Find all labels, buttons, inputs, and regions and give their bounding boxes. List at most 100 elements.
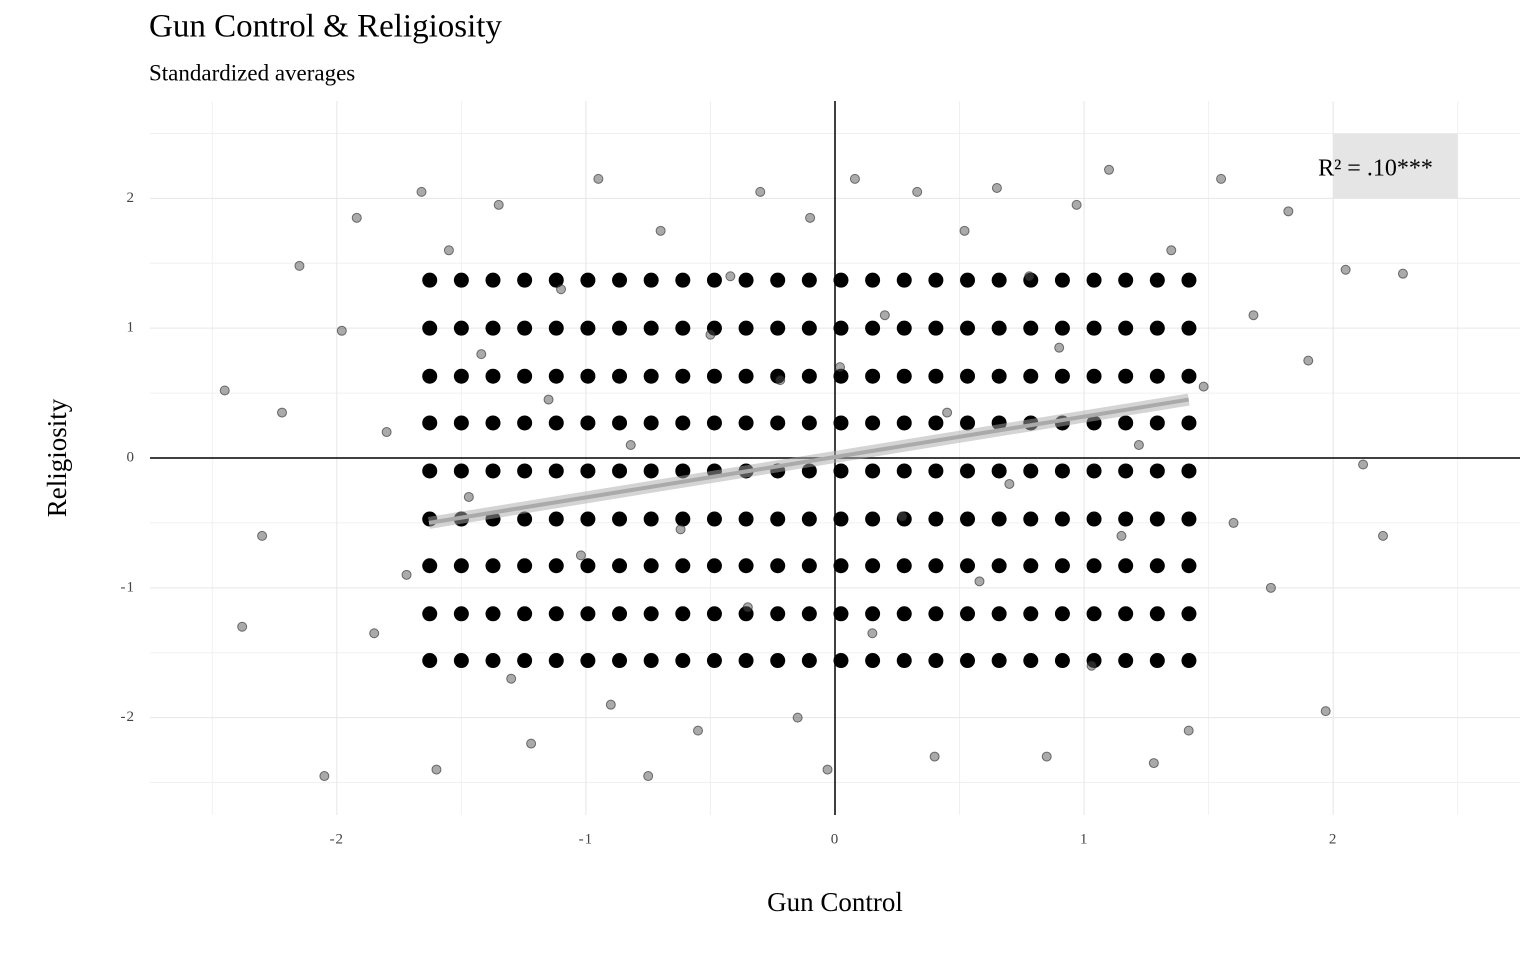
point	[580, 415, 596, 431]
point	[580, 272, 596, 288]
x-axis-label: Gun Control	[767, 887, 903, 917]
point	[453, 606, 469, 622]
point	[612, 606, 628, 622]
point	[580, 368, 596, 384]
point	[770, 653, 786, 669]
point	[1397, 268, 1408, 279]
x-tick-label: 2	[1329, 831, 1338, 847]
x-tick-label: -2	[330, 831, 345, 847]
point	[928, 653, 944, 669]
point	[1118, 606, 1134, 622]
point	[431, 764, 442, 775]
point	[1358, 459, 1369, 470]
point	[1023, 368, 1039, 384]
point	[725, 271, 736, 282]
point	[422, 272, 438, 288]
point	[493, 199, 504, 210]
point	[865, 606, 881, 622]
point	[1086, 463, 1102, 479]
point	[1054, 558, 1070, 574]
point	[485, 653, 501, 669]
point	[738, 272, 754, 288]
point	[548, 606, 564, 622]
point	[1023, 653, 1039, 669]
y-tick-label: -1	[121, 579, 136, 595]
point	[865, 653, 881, 669]
point	[801, 320, 817, 336]
point	[770, 606, 786, 622]
point	[401, 569, 412, 580]
trend-line	[428, 397, 1190, 525]
point	[792, 712, 803, 723]
point	[675, 653, 691, 669]
point	[770, 511, 786, 527]
point	[928, 606, 944, 622]
point	[1086, 660, 1097, 671]
point	[1116, 530, 1127, 541]
point	[1149, 368, 1165, 384]
point	[422, 368, 438, 384]
chart-subtitle: Standardized averages	[149, 60, 355, 85]
point	[865, 320, 881, 336]
point	[693, 725, 703, 736]
point	[655, 225, 666, 236]
point	[801, 368, 817, 384]
point	[1181, 272, 1197, 288]
point	[612, 653, 628, 669]
point	[1054, 653, 1070, 669]
point	[517, 558, 533, 574]
point	[612, 415, 628, 431]
point	[801, 653, 817, 669]
point	[865, 368, 881, 384]
point	[675, 511, 691, 527]
point	[643, 511, 659, 527]
point	[476, 349, 487, 360]
point	[643, 320, 659, 336]
point	[1118, 653, 1134, 669]
x-tick-label: 1	[1080, 831, 1089, 847]
point	[1149, 415, 1165, 431]
point	[1265, 582, 1276, 593]
point	[706, 272, 722, 288]
point	[896, 606, 912, 622]
point	[991, 463, 1007, 479]
point	[580, 606, 596, 622]
point	[1181, 558, 1197, 574]
point	[675, 558, 691, 574]
point	[453, 320, 469, 336]
point	[1149, 606, 1165, 622]
point	[453, 272, 469, 288]
point	[580, 653, 596, 669]
point	[929, 751, 940, 762]
point	[294, 260, 305, 271]
point	[865, 558, 881, 574]
point	[770, 558, 786, 574]
point	[960, 415, 976, 431]
point	[991, 182, 1002, 193]
point	[770, 415, 786, 431]
point	[543, 394, 554, 405]
point	[706, 415, 722, 431]
point	[643, 272, 659, 288]
point	[1183, 725, 1194, 736]
point	[1181, 653, 1197, 669]
point	[1054, 511, 1070, 527]
point	[453, 368, 469, 384]
y-tick-label: 2	[127, 190, 136, 206]
point	[1086, 272, 1102, 288]
point	[612, 272, 628, 288]
point	[912, 186, 923, 197]
point	[453, 463, 469, 479]
point	[738, 368, 754, 384]
point	[865, 272, 881, 288]
point	[896, 558, 912, 574]
point	[960, 653, 976, 669]
point	[960, 320, 976, 336]
point	[738, 511, 754, 527]
point	[580, 511, 596, 527]
point	[1086, 606, 1102, 622]
point	[705, 329, 716, 340]
point	[1054, 272, 1070, 288]
point	[1181, 320, 1197, 336]
